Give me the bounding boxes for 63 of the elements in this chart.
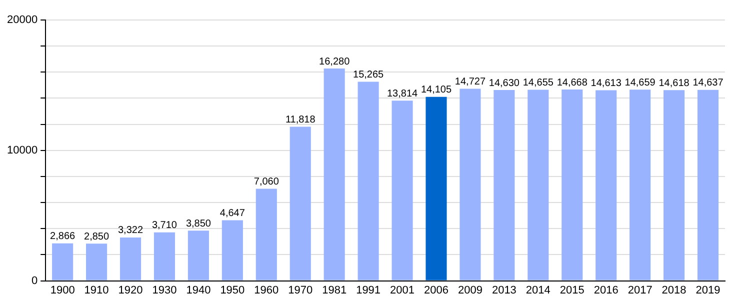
data-label: 14,727 bbox=[454, 76, 486, 88]
bar bbox=[494, 90, 515, 280]
x-tick-label: 2009 bbox=[458, 284, 482, 296]
bar bbox=[460, 88, 481, 280]
x-tick-label: 1981 bbox=[322, 284, 347, 296]
bar bbox=[392, 100, 413, 280]
data-label: 14,637 bbox=[692, 78, 724, 89]
data-label: 7,060 bbox=[254, 176, 280, 188]
bar bbox=[528, 90, 549, 280]
data-label: 2,866 bbox=[50, 231, 76, 242]
data-label: 16,280 bbox=[319, 56, 350, 68]
data-label: 11,818 bbox=[285, 114, 316, 126]
x-tick-label: 1991 bbox=[356, 284, 381, 296]
data-label: 14,668 bbox=[556, 77, 588, 88]
data-label: 13,814 bbox=[386, 88, 418, 100]
bar bbox=[596, 90, 617, 280]
bar bbox=[358, 82, 379, 280]
bar bbox=[426, 96, 447, 280]
x-tick-label: 2016 bbox=[594, 284, 618, 296]
bar bbox=[290, 126, 311, 280]
bar bbox=[256, 188, 277, 280]
data-label: 14,655 bbox=[522, 77, 554, 88]
bar bbox=[86, 244, 108, 280]
x-tick-label: 2015 bbox=[560, 284, 584, 296]
x-tick-label: 1950 bbox=[220, 284, 245, 296]
data-label: 14,630 bbox=[488, 78, 520, 89]
bar bbox=[52, 243, 74, 280]
data-label: 3,322 bbox=[118, 225, 144, 236]
data-label: 14,105 bbox=[420, 84, 452, 96]
x-tick-label: 1940 bbox=[186, 284, 211, 296]
data-label: 14,618 bbox=[658, 78, 690, 89]
x-tick-label: 1960 bbox=[254, 284, 279, 296]
y-tick-label: 0 bbox=[31, 274, 38, 287]
x-tick-label: 2014 bbox=[526, 284, 550, 296]
x-tick-label: 2006 bbox=[424, 284, 448, 296]
x-tick-label: 1930 bbox=[152, 284, 177, 296]
y-tick-label: 10000 bbox=[6, 144, 38, 156]
x-tick-label: 1910 bbox=[84, 284, 109, 296]
data-label: 14,659 bbox=[624, 77, 656, 88]
x-tick-label: 2013 bbox=[492, 284, 516, 296]
bar bbox=[562, 90, 583, 280]
bar bbox=[324, 68, 345, 280]
data-label: 3,710 bbox=[152, 220, 178, 232]
x-tick-label: 1920 bbox=[118, 284, 143, 296]
x-tick-label: 1970 bbox=[288, 284, 313, 296]
data-label: 2,850 bbox=[84, 231, 110, 242]
bar bbox=[664, 90, 685, 280]
bar bbox=[188, 230, 209, 280]
bar bbox=[120, 237, 142, 280]
x-tick-label: 1900 bbox=[50, 284, 75, 296]
y-tick-label: 20000 bbox=[6, 14, 38, 26]
x-tick-label: 2018 bbox=[662, 284, 686, 296]
bar bbox=[222, 220, 243, 280]
data-label: 14,613 bbox=[590, 78, 622, 89]
bar bbox=[630, 90, 651, 280]
data-label: 3,850 bbox=[186, 218, 212, 230]
data-label: 4,647 bbox=[220, 208, 246, 219]
x-tick-label: 2017 bbox=[628, 284, 652, 296]
x-tick-label: 2019 bbox=[696, 284, 720, 296]
bar bbox=[154, 232, 176, 280]
data-label: 15,265 bbox=[353, 69, 384, 80]
bar bbox=[697, 90, 719, 280]
x-tick-label: 2001 bbox=[390, 284, 415, 296]
